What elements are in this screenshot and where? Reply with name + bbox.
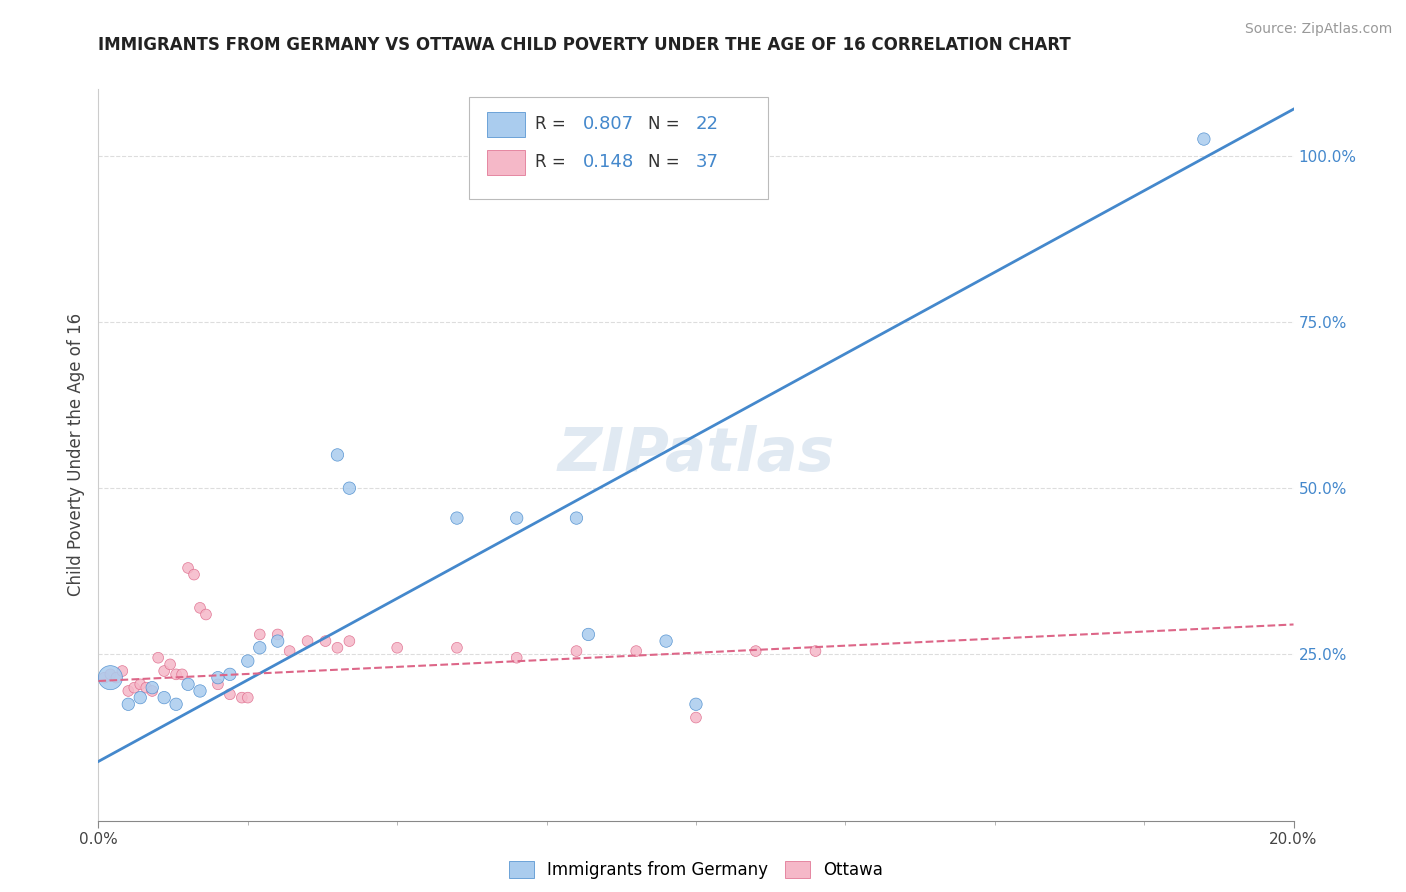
Point <box>267 627 290 641</box>
Point <box>93 671 115 685</box>
Point <box>148 650 170 665</box>
Text: R =: R = <box>534 153 571 171</box>
Point <box>1192 132 1215 146</box>
Point <box>188 684 211 698</box>
Point <box>219 667 242 681</box>
Point <box>339 481 360 495</box>
FancyBboxPatch shape <box>470 96 768 199</box>
Point <box>506 650 529 665</box>
Text: 37: 37 <box>696 153 718 171</box>
Point <box>172 667 194 681</box>
Text: IMMIGRANTS FROM GERMANY VS OTTAWA CHILD POVERTY UNDER THE AGE OF 16 CORRELATION : IMMIGRANTS FROM GERMANY VS OTTAWA CHILD … <box>98 36 1071 54</box>
Point <box>195 607 218 622</box>
Point <box>141 684 163 698</box>
Point <box>446 640 468 655</box>
Point <box>565 644 588 658</box>
Point <box>326 448 349 462</box>
Text: 0.807: 0.807 <box>582 115 634 133</box>
Point <box>153 690 176 705</box>
Point <box>159 657 181 672</box>
Point <box>100 671 122 685</box>
Point <box>141 681 163 695</box>
Point <box>236 690 259 705</box>
Point <box>278 644 301 658</box>
FancyBboxPatch shape <box>486 150 524 175</box>
Text: ZIPatlas: ZIPatlas <box>557 425 835 484</box>
Point <box>207 677 229 691</box>
Point <box>685 698 707 712</box>
Point <box>117 684 139 698</box>
Text: 22: 22 <box>696 115 718 133</box>
Point <box>745 644 768 658</box>
Point <box>804 644 827 658</box>
Point <box>326 640 349 655</box>
Point <box>249 627 271 641</box>
Point <box>183 567 205 582</box>
Point <box>385 640 409 655</box>
Point <box>626 644 648 658</box>
Point <box>165 667 187 681</box>
Point <box>565 511 588 525</box>
Point <box>165 698 187 712</box>
Point <box>135 681 157 695</box>
Point <box>315 634 337 648</box>
Point <box>231 690 253 705</box>
Point <box>236 654 259 668</box>
Text: N =: N = <box>648 115 685 133</box>
Text: 0.148: 0.148 <box>582 153 634 171</box>
Point <box>219 687 242 701</box>
Point <box>100 667 122 681</box>
Text: R =: R = <box>534 115 571 133</box>
FancyBboxPatch shape <box>486 112 524 136</box>
Text: Source: ZipAtlas.com: Source: ZipAtlas.com <box>1244 22 1392 37</box>
Point <box>177 677 200 691</box>
Point <box>117 698 139 712</box>
Point <box>129 690 152 705</box>
Legend: Immigrants from Germany, Ottawa: Immigrants from Germany, Ottawa <box>502 854 890 886</box>
Point <box>177 561 200 575</box>
Y-axis label: Child Poverty Under the Age of 16: Child Poverty Under the Age of 16 <box>66 313 84 597</box>
Point <box>153 664 176 678</box>
Point <box>506 511 529 525</box>
Point <box>267 634 290 648</box>
Point <box>578 627 600 641</box>
Point <box>685 710 707 724</box>
Point <box>124 681 146 695</box>
Point <box>207 671 229 685</box>
Point <box>188 600 211 615</box>
Point <box>297 634 319 648</box>
Point <box>446 511 468 525</box>
Point <box>111 664 134 678</box>
Point <box>339 634 360 648</box>
Text: N =: N = <box>648 153 685 171</box>
Point <box>105 671 128 685</box>
Point <box>655 634 678 648</box>
Point <box>129 677 152 691</box>
Point <box>249 640 271 655</box>
